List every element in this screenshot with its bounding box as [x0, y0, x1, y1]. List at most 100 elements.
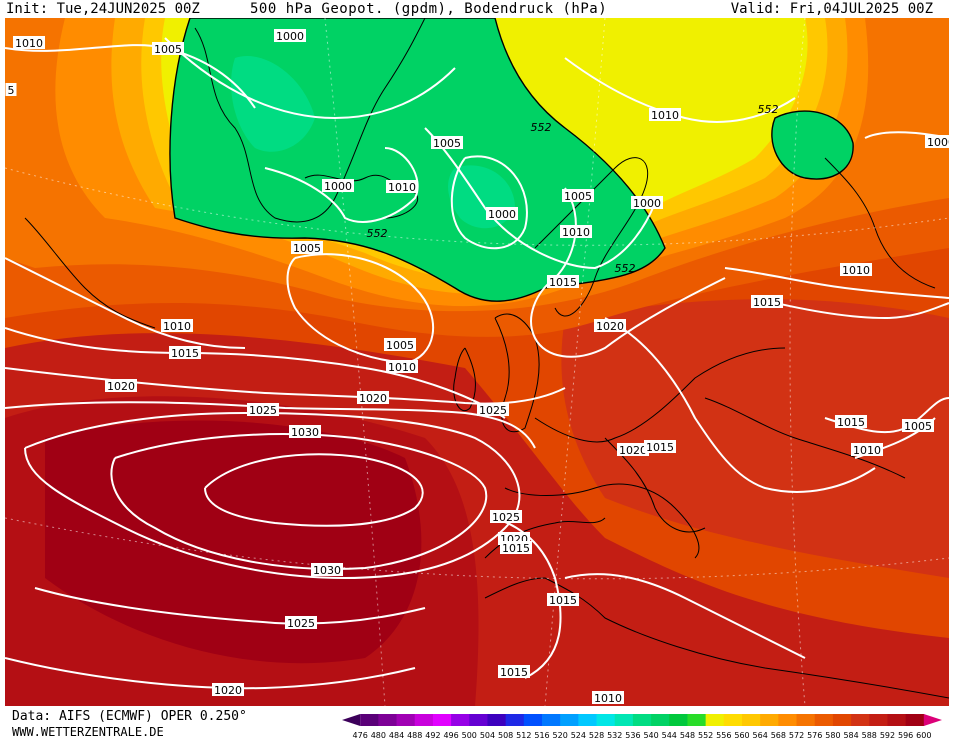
isobar-label: 1020: [107, 380, 135, 393]
isobar-label-bg: [851, 443, 883, 456]
valid-time-label: Valid: Fri,04JUL2025 00Z: [730, 1, 933, 17]
isobar-label-bg: [311, 563, 343, 576]
legend-tick-label: 548: [680, 731, 695, 740]
legend-tick-label: 560: [734, 731, 749, 740]
legend-swatch: [669, 714, 688, 726]
legend-tick-label: 496: [443, 731, 458, 740]
legend-swatch: [923, 714, 942, 726]
legend-tick-label: 572: [789, 731, 804, 740]
isobar-label-bg: [161, 319, 193, 332]
legend-tick-label: 476: [353, 731, 368, 740]
isobar-label-bg: [477, 403, 509, 416]
isobar-label: 1020: [214, 684, 242, 697]
coastlines: [24, 18, 949, 699]
legend-tick-label: 512: [516, 731, 531, 740]
legend-swatch: [378, 714, 398, 726]
legend-tick-label: 544: [662, 731, 677, 740]
legend-swatch: [523, 714, 543, 726]
color-legend: 476 480 484 488 492 496 500 504 508 512 516 520 524 5…: [342, 714, 942, 740]
legend-tick-label: 488: [407, 731, 422, 740]
isobar-label-bg: [169, 346, 201, 359]
isobar-label-bg: [274, 29, 306, 42]
legend-tick-label: 492: [425, 731, 440, 740]
isobar-label: 1020: [619, 444, 647, 457]
legend-swatch: [560, 714, 579, 726]
graticule: [5, 18, 949, 706]
isobar-label-bg: [431, 136, 463, 149]
contour-labels: 1010 1005 1000 5 1005 1000 1010 1000 1005 1010 100…: [5, 29, 949, 705]
isobar-label-bg: [649, 108, 681, 121]
legend-tick-label: 524: [571, 731, 586, 740]
geopotential-label: 552: [531, 121, 552, 134]
legend-tick-label: 568: [771, 731, 786, 740]
isobar-label-bg: [490, 510, 522, 523]
isobar-label: 1010: [163, 320, 191, 333]
isobar-label: 1000: [276, 30, 304, 43]
legend-swatch: [723, 714, 743, 726]
isobar-label: 1025: [492, 511, 520, 524]
data-source-label: Data: AIFS (ECMWF) OPER 0.250°: [12, 709, 247, 724]
isobar-label-bg: [105, 379, 137, 392]
isobar-label: 1010: [651, 109, 679, 122]
weather-map: 1010 1005 1000 5 1005 1000 1010 1000 1005 1010 100…: [5, 18, 949, 706]
isobar-label-bg: [322, 179, 354, 192]
legend-tick-label: 580: [825, 731, 840, 740]
legend-tick-label: 500: [462, 731, 477, 740]
legend-tick-label: 540: [643, 731, 658, 740]
isobar-label-bg: [386, 360, 418, 373]
isobar-label-bg: [644, 440, 676, 453]
legend-tick-label: 552: [698, 731, 713, 740]
isobar-label: 1010: [842, 264, 870, 277]
isobar-label: 1020: [596, 320, 624, 333]
geopotential-label: 552: [758, 103, 779, 116]
isobar-label: 1000: [927, 136, 949, 149]
isobar-label-bg: [840, 263, 872, 276]
legend-swatch: [487, 714, 507, 726]
isobar-label: 1015: [837, 416, 865, 429]
legend-tick-label: 484: [389, 731, 404, 740]
legend-swatch: [342, 714, 361, 726]
legend-swatch: [905, 714, 925, 726]
legend-swatch: [887, 714, 907, 726]
website-label: WWW.WETTERZENTRALE.DE: [12, 725, 164, 739]
legend-tick-label: 532: [607, 731, 622, 740]
isobar-label: 1010: [853, 444, 881, 457]
legend-tick-label: 480: [371, 731, 386, 740]
isobar-label-bg: [547, 275, 579, 288]
isobar-label: 1005: [433, 137, 461, 150]
trough-core-548-a: [231, 56, 315, 152]
legend-swatch: [451, 714, 470, 726]
isobar-label-bg: [592, 691, 624, 704]
legend-tick-label: 504: [480, 731, 495, 740]
isobar-label-bg: [631, 196, 663, 209]
isobar-label: 1025: [287, 617, 315, 630]
legend-tick-label: 528: [589, 731, 604, 740]
isobar-label-bg: [925, 135, 949, 148]
legend-tick-label: 556: [716, 731, 731, 740]
field-600: [45, 420, 422, 664]
isobar-label: 1010: [15, 37, 43, 50]
legend-swatch: [632, 714, 652, 726]
legend-swatch: [414, 714, 434, 726]
legend-swatch: [651, 714, 670, 726]
isobar-label-bg: [751, 295, 783, 308]
isobar-label-bg: [902, 419, 934, 432]
isobar-label: 1005: [293, 242, 321, 255]
legend-swatch: [687, 714, 707, 726]
isobar-label-bg: [289, 425, 321, 438]
geopotential-label: 552: [615, 262, 636, 275]
isobar-label: 1025: [249, 404, 277, 417]
legend-swatch: [505, 714, 525, 726]
isobar-label-bg: [291, 241, 323, 254]
legend-swatch: [469, 714, 488, 726]
isobar-label: 1015: [500, 666, 528, 679]
isobar-label-bg: [562, 189, 594, 202]
geopotential-label: 552: [367, 227, 388, 240]
legend-tick-label: 508: [498, 731, 513, 740]
legend-swatch: [614, 714, 634, 726]
legend-tick-label: 520: [553, 731, 568, 740]
isobar-label-bg: [835, 415, 867, 428]
legend-swatch: [760, 714, 779, 726]
isobar-label: 1020: [359, 392, 387, 405]
legend-swatch: [705, 714, 725, 726]
